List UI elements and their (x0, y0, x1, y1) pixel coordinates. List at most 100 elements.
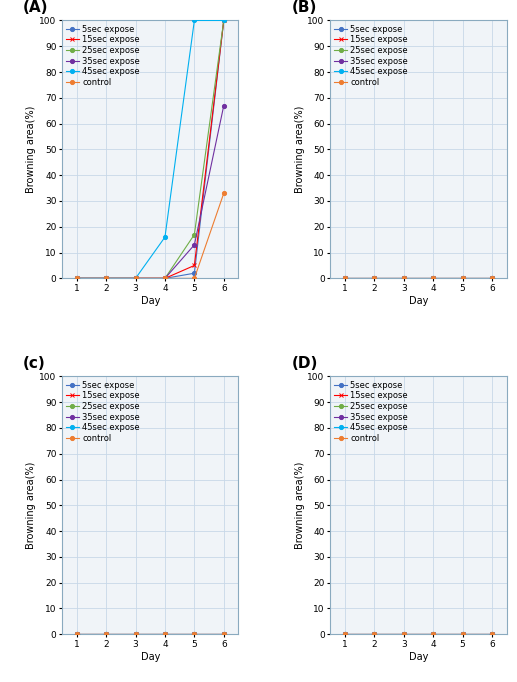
Line: 45sec expose: 45sec expose (343, 632, 494, 636)
35sec expose (191, 241, 197, 249)
Text: (D): (D) (292, 356, 318, 371)
5sec expose (191, 269, 197, 278)
15sec expose (460, 630, 466, 638)
Line: control: control (343, 276, 494, 280)
Line: 5sec expose: 5sec expose (343, 632, 494, 636)
15sec expose (132, 630, 139, 638)
Line: 45sec expose: 45sec expose (343, 276, 494, 280)
X-axis label: Day: Day (409, 651, 428, 662)
35sec expose (132, 274, 139, 282)
25sec expose (460, 274, 466, 282)
control (401, 630, 407, 638)
5sec expose (460, 630, 466, 638)
15sec expose (489, 274, 495, 282)
Line: 35sec expose: 35sec expose (74, 104, 226, 280)
45sec expose (221, 630, 227, 638)
5sec expose (401, 274, 407, 282)
control (162, 630, 168, 638)
control (430, 630, 436, 638)
Line: 15sec expose: 15sec expose (343, 276, 494, 280)
control (191, 630, 197, 638)
25sec expose (371, 630, 377, 638)
Line: 35sec expose: 35sec expose (343, 632, 494, 636)
15sec expose (73, 274, 80, 282)
15sec expose (460, 274, 466, 282)
45sec expose (221, 16, 227, 25)
5sec expose (103, 274, 109, 282)
5sec expose (132, 274, 139, 282)
25sec expose (401, 630, 407, 638)
5sec expose (132, 630, 139, 638)
15sec expose (401, 274, 407, 282)
35sec expose (342, 274, 348, 282)
control (489, 630, 495, 638)
45sec expose (401, 630, 407, 638)
35sec expose (103, 274, 109, 282)
control (103, 630, 109, 638)
Y-axis label: Browning area(%): Browning area(%) (26, 462, 37, 549)
5sec expose (401, 630, 407, 638)
15sec expose (371, 630, 377, 638)
15sec expose (191, 261, 197, 269)
Line: control: control (343, 632, 494, 636)
25sec expose (489, 274, 495, 282)
35sec expose (191, 630, 197, 638)
X-axis label: Day: Day (141, 651, 160, 662)
25sec expose (191, 630, 197, 638)
control (73, 274, 80, 282)
Legend: 5sec expose, 15sec expose, 25sec expose, 35sec expose, 45sec expose, control: 5sec expose, 15sec expose, 25sec expose,… (333, 379, 409, 445)
15sec expose (132, 274, 139, 282)
5sec expose (460, 274, 466, 282)
Line: 25sec expose: 25sec expose (343, 632, 494, 636)
45sec expose (342, 274, 348, 282)
control (489, 274, 495, 282)
25sec expose (221, 630, 227, 638)
control (460, 630, 466, 638)
25sec expose (73, 274, 80, 282)
35sec expose (342, 630, 348, 638)
control (221, 189, 227, 197)
Text: (c): (c) (23, 356, 46, 371)
Line: 35sec expose: 35sec expose (343, 276, 494, 280)
control (221, 630, 227, 638)
Line: 45sec expose: 45sec expose (74, 632, 226, 636)
35sec expose (401, 630, 407, 638)
5sec expose (221, 16, 227, 25)
Line: control: control (74, 632, 226, 636)
15sec expose (430, 274, 436, 282)
45sec expose (371, 630, 377, 638)
Legend: 5sec expose, 15sec expose, 25sec expose, 35sec expose, 45sec expose, control: 5sec expose, 15sec expose, 25sec expose,… (65, 23, 142, 89)
5sec expose (371, 630, 377, 638)
Line: 5sec expose: 5sec expose (74, 632, 226, 636)
45sec expose (430, 630, 436, 638)
control (401, 274, 407, 282)
control (73, 630, 80, 638)
25sec expose (430, 274, 436, 282)
45sec expose (132, 630, 139, 638)
35sec expose (401, 274, 407, 282)
15sec expose (103, 274, 109, 282)
control (132, 630, 139, 638)
Line: 35sec expose: 35sec expose (74, 632, 226, 636)
15sec expose (162, 274, 168, 282)
15sec expose (162, 630, 168, 638)
Line: 15sec expose: 15sec expose (74, 18, 226, 280)
X-axis label: Day: Day (141, 296, 160, 306)
35sec expose (73, 630, 80, 638)
35sec expose (103, 630, 109, 638)
15sec expose (342, 274, 348, 282)
45sec expose (401, 274, 407, 282)
5sec expose (342, 630, 348, 638)
15sec expose (430, 630, 436, 638)
control (132, 274, 139, 282)
25sec expose (489, 630, 495, 638)
control (430, 274, 436, 282)
25sec expose (191, 231, 197, 239)
5sec expose (162, 274, 168, 282)
5sec expose (162, 630, 168, 638)
5sec expose (103, 630, 109, 638)
45sec expose (73, 630, 80, 638)
Y-axis label: Browning area(%): Browning area(%) (295, 462, 305, 549)
45sec expose (191, 630, 197, 638)
Y-axis label: Browning area(%): Browning area(%) (26, 106, 37, 193)
